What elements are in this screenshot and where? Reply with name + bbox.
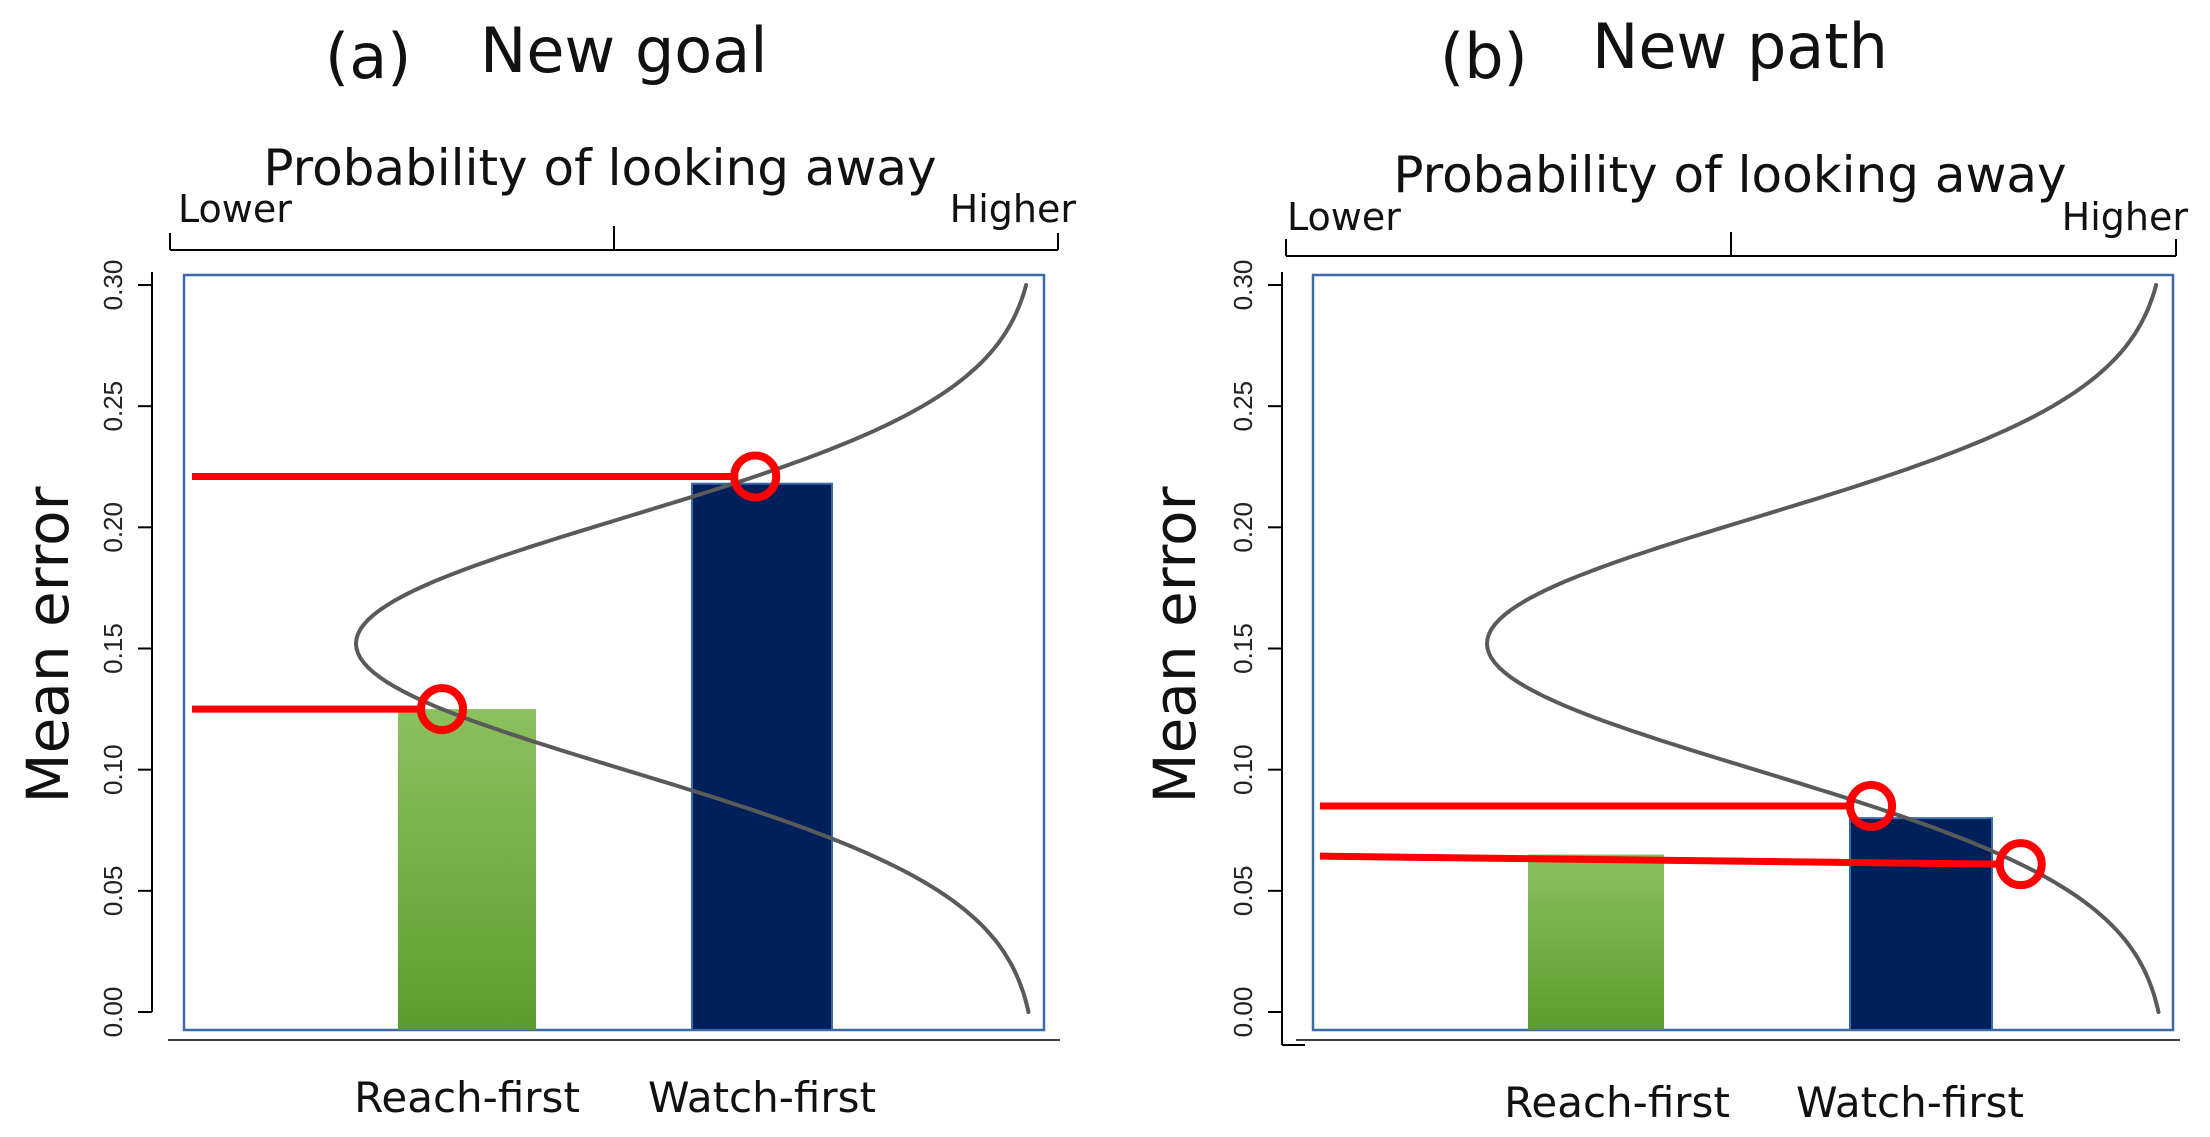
panel-b-ytick-label: 0.20 [1228,502,1258,553]
panel-a-bars [398,482,833,1032]
panel-a-top-axis-title: Probability of looking away [263,139,936,197]
panel-b-highlight-circle [1846,781,1897,832]
panel-b-y-axis: 0.00 0.05 0.10 0.15 0.20 0.25 0.30 [1228,260,1305,1046]
panel-a-bar-reach-first [398,709,536,1030]
panel-b-ytick-label: 0.30 [1228,260,1258,311]
panel-b-bar-reach-first [1528,854,1664,1030]
panel-b-category-reach-first: Reach-first [1504,1078,1730,1127]
panel-b-category-watch-first: Watch-first [1796,1078,2024,1127]
panel-a-highlight-circle [417,684,468,735]
panel-b-top-axis-title: Probability of looking away [1393,146,2066,204]
panel-a-y-axis: 0.00 0.05 0.10 0.15 0.20 0.25 0.30 [98,260,153,1038]
panel-a-plot-frame [182,273,1046,1032]
panel-a-ytick-label: 0.00 [98,987,128,1038]
panel-a-ytick-label: 0.30 [98,260,128,311]
panel-a-lower-label: Lower [178,187,292,231]
panel-a-category-watch-first: Watch-first [648,1073,876,1122]
panel-b-ylabel: Mean error [1141,486,1209,803]
panel-b-ytick-label: 0.25 [1228,381,1258,432]
panel-a-ytick-label: 0.20 [98,502,128,553]
panel-b-highlight-line [1319,852,1999,868]
panel-a-ytick-label: 0.15 [98,623,128,674]
panel-a: (a) New goal Probability of looking away… [14,14,1076,1122]
panel-b-plot-frame [1311,273,2175,1032]
panel-b-lower-label: Lower [1287,195,1401,239]
panel-b-label: (b) [1440,20,1528,93]
panel-b-looking-away-curve [1484,283,2161,1014]
panel-b: (b) New path Probability of looking away… [1141,10,2188,1127]
panel-b-ytick-label: 0.00 [1228,987,1258,1038]
panel-a-higher-label: Higher [950,187,1077,231]
panel-b-bars [1528,817,1993,1032]
panel-b-ytick-label: 0.05 [1228,866,1258,917]
panel-a-ytick-label: 0.10 [98,744,128,795]
panel-b-ytick-label: 0.15 [1228,623,1258,674]
panel-a-highlight-circle [730,451,781,502]
panel-a-ytick-label: 0.05 [98,866,128,917]
panel-b-bar-watch-first [1849,817,1993,1032]
panel-a-looking-away-curve [353,283,1031,1014]
panel-a-ylabel: Mean error [14,486,82,803]
panel-a-top-axis [169,226,1059,251]
panel-a-ytick-label: 0.25 [98,381,128,432]
panel-b-title: New path [1592,10,1888,83]
panel-b-top-axis [1285,232,2177,257]
panel-b-highlight-circle [1995,839,2046,890]
panel-b-markers [1319,781,2046,890]
panel-a-title: New goal [480,14,767,87]
panel-b-ytick-label: 0.10 [1228,744,1258,795]
panel-a-category-reach-first: Reach-first [354,1073,580,1122]
panel-b-higher-label: Higher [2062,195,2189,239]
panel-a-markers [192,451,781,735]
panel-a-bar-watch-first [691,482,833,1032]
panel-a-label: (a) [325,20,411,93]
